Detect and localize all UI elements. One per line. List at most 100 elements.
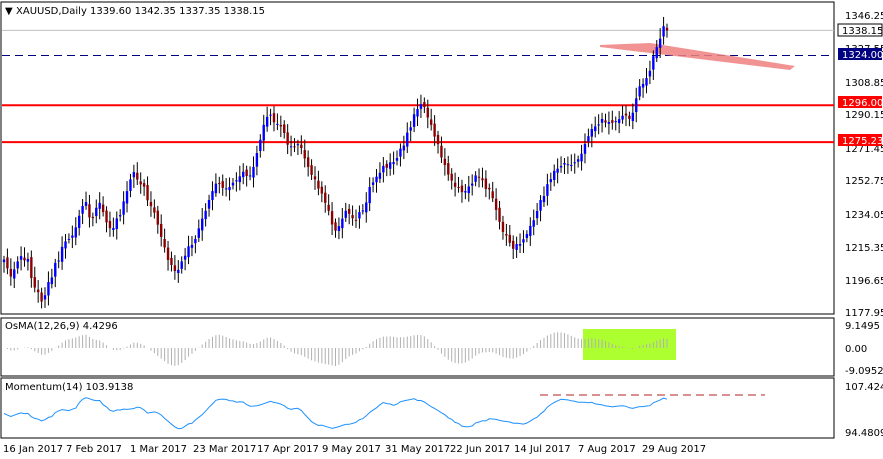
candle-bear — [429, 119, 433, 125]
candle-bear — [484, 178, 488, 189]
candle-bear — [293, 146, 296, 148]
symbol-header: XAUUSD,Daily 1339.60 1342.35 1337.35 133… — [16, 6, 265, 17]
candle-bull — [570, 164, 573, 166]
candle-bear — [460, 185, 464, 193]
candle-bull — [467, 186, 470, 194]
candle-bull — [645, 78, 648, 86]
level-tag-1324: 1324.00 — [842, 50, 883, 61]
candle-bear — [320, 186, 324, 194]
candle-bull — [64, 241, 67, 249]
candle-bull — [515, 244, 518, 250]
candle-bull — [621, 115, 624, 120]
current-price-tag: 1338.15 — [842, 26, 883, 37]
candle-bear — [453, 182, 457, 187]
price-plot[interactable] — [2, 16, 834, 309]
date-label: 23 Mar 2017 — [193, 444, 256, 455]
candle-bull — [190, 244, 194, 248]
candle-bull — [125, 191, 129, 204]
candle-bear — [313, 176, 317, 180]
candle-bear — [153, 207, 156, 213]
candle-bear — [334, 222, 337, 231]
candle-bull — [382, 165, 385, 173]
candle-bull — [74, 227, 77, 238]
candle-bear — [512, 240, 515, 249]
candle-bull — [474, 175, 477, 182]
candle-bear — [170, 257, 173, 265]
candle-bear — [300, 144, 303, 149]
candle-bull — [409, 127, 412, 131]
level-tag-bg — [838, 134, 882, 146]
candle-bull — [529, 225, 532, 236]
candle-bear — [354, 219, 358, 221]
symbol-dropdown-icon[interactable]: ▼ — [5, 6, 13, 17]
candle-bear — [351, 215, 354, 219]
candle-bull — [289, 146, 293, 148]
osma-header: OsMA(12,26,9) 4.4296 — [5, 321, 118, 332]
candle-bull — [375, 176, 378, 183]
candle-bear — [604, 120, 607, 123]
candle-bull — [115, 218, 118, 229]
osma-tick: 0.00 — [845, 344, 867, 355]
price-tick: 1196.65 — [845, 276, 883, 287]
candle-bull — [594, 126, 597, 132]
momentum-plot[interactable] — [3, 394, 765, 430]
candle-bear — [447, 163, 450, 175]
candle-bull — [228, 186, 231, 191]
candle-bear — [443, 158, 447, 165]
candle-bull — [26, 258, 30, 262]
candle-bull — [67, 238, 71, 240]
candle-bull — [580, 153, 583, 162]
time-axis: 16 Jan 2017 7 Feb 2017 1 Mar 2017 23 Mar… — [3, 444, 706, 455]
candle-bull — [197, 228, 200, 238]
price-tick: 1215.35 — [845, 243, 883, 254]
candle-bear — [498, 207, 501, 222]
candle-bear — [33, 277, 36, 288]
date-label: 1 Mar 2017 — [130, 444, 187, 455]
candle-bull — [638, 86, 641, 97]
date-label: 9 May 2017 — [322, 444, 381, 455]
candle-bull — [248, 175, 252, 177]
osma-plot[interactable] — [4, 329, 676, 366]
candle-bull — [648, 70, 652, 77]
candle-bull — [50, 277, 54, 285]
level-tag-1296: 1296.00 — [842, 98, 883, 109]
candle-bear — [436, 134, 440, 145]
candle-bear — [166, 247, 170, 261]
candle-bull — [635, 98, 638, 113]
candle-bear — [347, 208, 351, 214]
candle-bull — [194, 238, 197, 244]
momentum-tick: 94.4809 — [845, 428, 883, 439]
candle-bull — [553, 170, 556, 180]
candle-bear — [440, 145, 443, 158]
price-tick: 1346.25 — [845, 11, 883, 22]
candle-bull — [60, 246, 64, 262]
candle-bear — [156, 210, 159, 225]
candle-bear — [23, 257, 26, 261]
candle-bull — [235, 180, 238, 182]
price-tick: 1234.05 — [845, 210, 883, 221]
candle-bull — [259, 139, 262, 152]
candle-bear — [488, 187, 491, 190]
candle-bull — [563, 163, 566, 165]
candle-bear — [245, 169, 248, 176]
candle-bull — [224, 188, 228, 190]
candle-bull — [57, 260, 60, 262]
candle-bull — [535, 210, 539, 219]
candle-bull — [378, 172, 382, 179]
candle-bear — [303, 150, 306, 159]
candle-bear — [385, 163, 388, 168]
candle-bull — [518, 244, 522, 246]
date-label: 31 May 2017 — [385, 444, 450, 455]
date-label: 7 Feb 2017 — [66, 444, 122, 455]
candle-bear — [6, 257, 9, 269]
candle-bull — [296, 144, 300, 146]
candle-bull — [399, 148, 402, 157]
candle-bull — [600, 118, 604, 123]
candle-bear — [491, 191, 494, 199]
candle-bear — [508, 234, 511, 243]
candle-bear — [142, 183, 146, 187]
candle-bull — [631, 112, 635, 122]
candle-bear — [457, 187, 460, 189]
candle-bull — [522, 239, 525, 243]
